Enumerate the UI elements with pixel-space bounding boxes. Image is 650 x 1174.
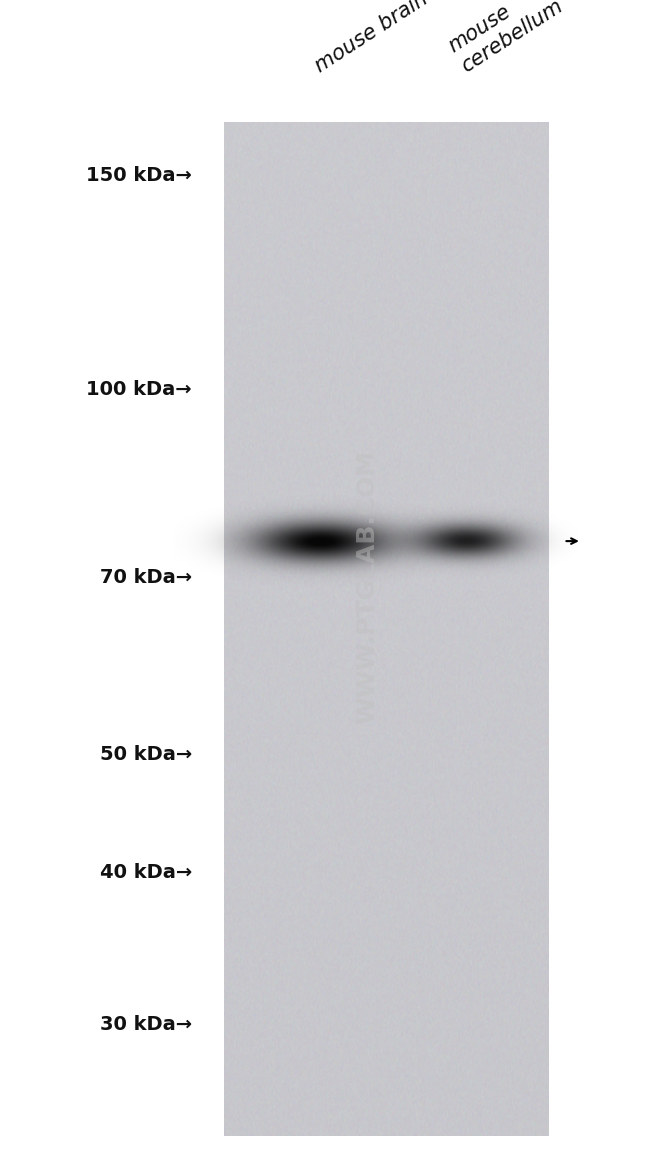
Text: 70 kDa→: 70 kDa→ xyxy=(99,568,192,587)
Text: 150 kDa→: 150 kDa→ xyxy=(86,167,192,185)
Text: 30 kDa→: 30 kDa→ xyxy=(99,1014,192,1033)
Text: 50 kDa→: 50 kDa→ xyxy=(99,745,192,764)
Text: mouse
cerebellum: mouse cerebellum xyxy=(445,0,566,76)
Text: 100 kDa→: 100 kDa→ xyxy=(86,380,192,399)
Text: WWW.PTGLAB.COM: WWW.PTGLAB.COM xyxy=(356,450,379,724)
Text: mouse brain: mouse brain xyxy=(311,0,431,76)
Text: 40 kDa→: 40 kDa→ xyxy=(99,863,192,882)
